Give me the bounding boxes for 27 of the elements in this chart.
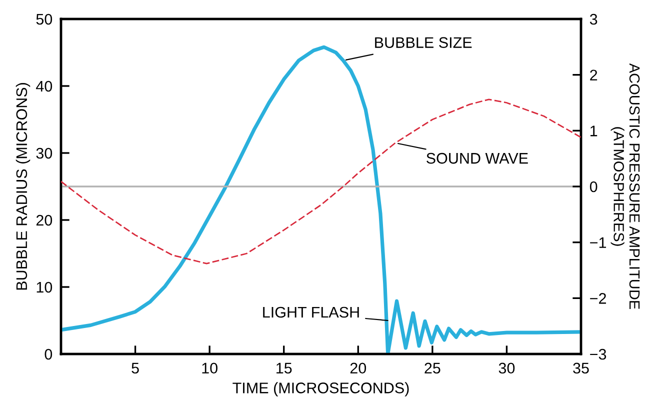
line-series (61, 98, 581, 264)
x-tick-label: 10 (202, 362, 218, 374)
x-tick-label: 15 (276, 362, 292, 374)
y-tick-label: 10 (36, 282, 52, 293)
annotation: LIGHT FLASH (263, 306, 359, 318)
text: BUBBLE SIZE (375, 37, 472, 48)
x-tick-label: 25 (424, 362, 440, 374)
x-tick-label: 5 (132, 362, 139, 374)
y-axis-title: BUBBLE RADIUS (MICRONS) (16, 83, 30, 290)
y2-axis-title: ACOUSTIC PRESSURE AMPLITUDE (ATMOSPHERES) (610, 63, 640, 310)
y-tick-label: 30 (36, 148, 52, 159)
y2-tick-label: 1 (590, 126, 598, 136)
y2-tick-label: −1 (590, 237, 606, 248)
y2-tick-label: 3 (590, 14, 598, 25)
y2-tick-label: −2 (590, 293, 606, 304)
x-tick-label: 20 (350, 362, 366, 374)
x-tick-label: 35 (573, 362, 589, 374)
y-tick-label: 20 (36, 214, 52, 226)
x-tick-label: 30 (498, 362, 515, 374)
y2-tick-label: −3 (590, 348, 606, 360)
y-tick-label: 0 (44, 348, 52, 360)
y2-tick-label: 2 (590, 70, 598, 80)
x-axis-title: TIME (MICROSECONDS) (232, 382, 409, 396)
y2-tick-label: 0 (590, 181, 598, 192)
series-label: SOUND WAVE (426, 152, 528, 164)
y-tick-label: 50 (36, 14, 52, 25)
y-tick-label: 40 (36, 80, 52, 92)
